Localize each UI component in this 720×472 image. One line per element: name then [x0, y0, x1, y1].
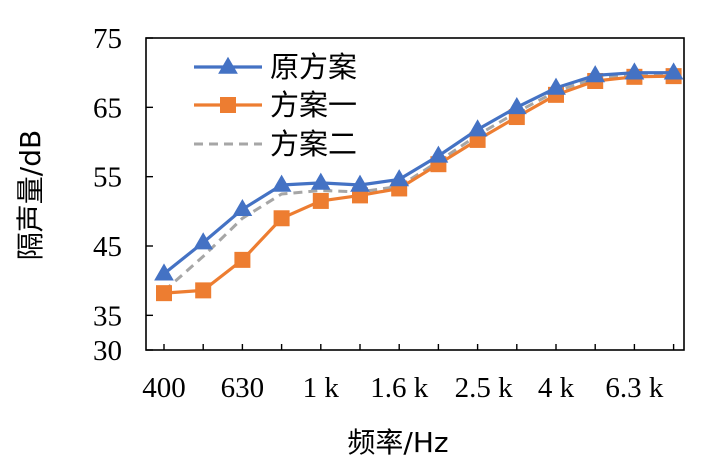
data-point — [220, 97, 236, 113]
data-point — [232, 198, 253, 217]
data-point — [585, 65, 606, 83]
y-tick-label: 35 — [93, 300, 122, 332]
data-point — [234, 251, 251, 268]
data-point — [624, 62, 645, 80]
y-tick-label: 55 — [93, 162, 122, 194]
y-axis-title: 隔声量/dB — [14, 130, 47, 260]
data-point — [350, 174, 370, 192]
legend-label: 原方案 — [270, 50, 357, 84]
x-tick-label: 2.5 k — [455, 372, 514, 404]
data-point — [271, 174, 292, 192]
data-point — [312, 192, 329, 209]
x-tick-label: 4 k — [538, 372, 575, 404]
data-point — [156, 285, 172, 302]
y-tick-label: 30 — [93, 335, 122, 367]
data-point — [310, 172, 331, 190]
data-point — [506, 97, 527, 115]
data-point — [218, 56, 238, 74]
series-layer — [154, 62, 684, 302]
x-tick-label: 1 k — [303, 372, 340, 404]
data-point — [193, 232, 214, 250]
x-tick-label: 400 — [142, 372, 186, 404]
data-point — [389, 169, 410, 187]
data-point — [273, 210, 290, 227]
plot-area — [145, 37, 685, 351]
x-tick-label: 630 — [221, 372, 265, 404]
x-axis-title: 频率/Hz — [347, 426, 448, 459]
data-point — [195, 282, 212, 299]
data-point — [663, 62, 684, 80]
y-tick-label: 45 — [93, 231, 122, 263]
legend-label: 方案一 — [270, 88, 357, 122]
data-point — [428, 145, 449, 163]
legend-label: 方案二 — [270, 127, 357, 161]
x-tick-label: 6.3 k — [605, 372, 664, 404]
y-tick-label: 65 — [93, 92, 122, 124]
x-axis: 400 630 1 k 1.6 k 2.5 k 4 k 6.3 k — [142, 344, 675, 404]
data-point — [546, 77, 566, 95]
x-tick-label: 1.6 k — [370, 372, 429, 404]
data-point — [154, 263, 174, 281]
data-point — [467, 119, 488, 137]
y-tick-label: 75 — [93, 23, 122, 55]
series-1 — [154, 62, 684, 281]
